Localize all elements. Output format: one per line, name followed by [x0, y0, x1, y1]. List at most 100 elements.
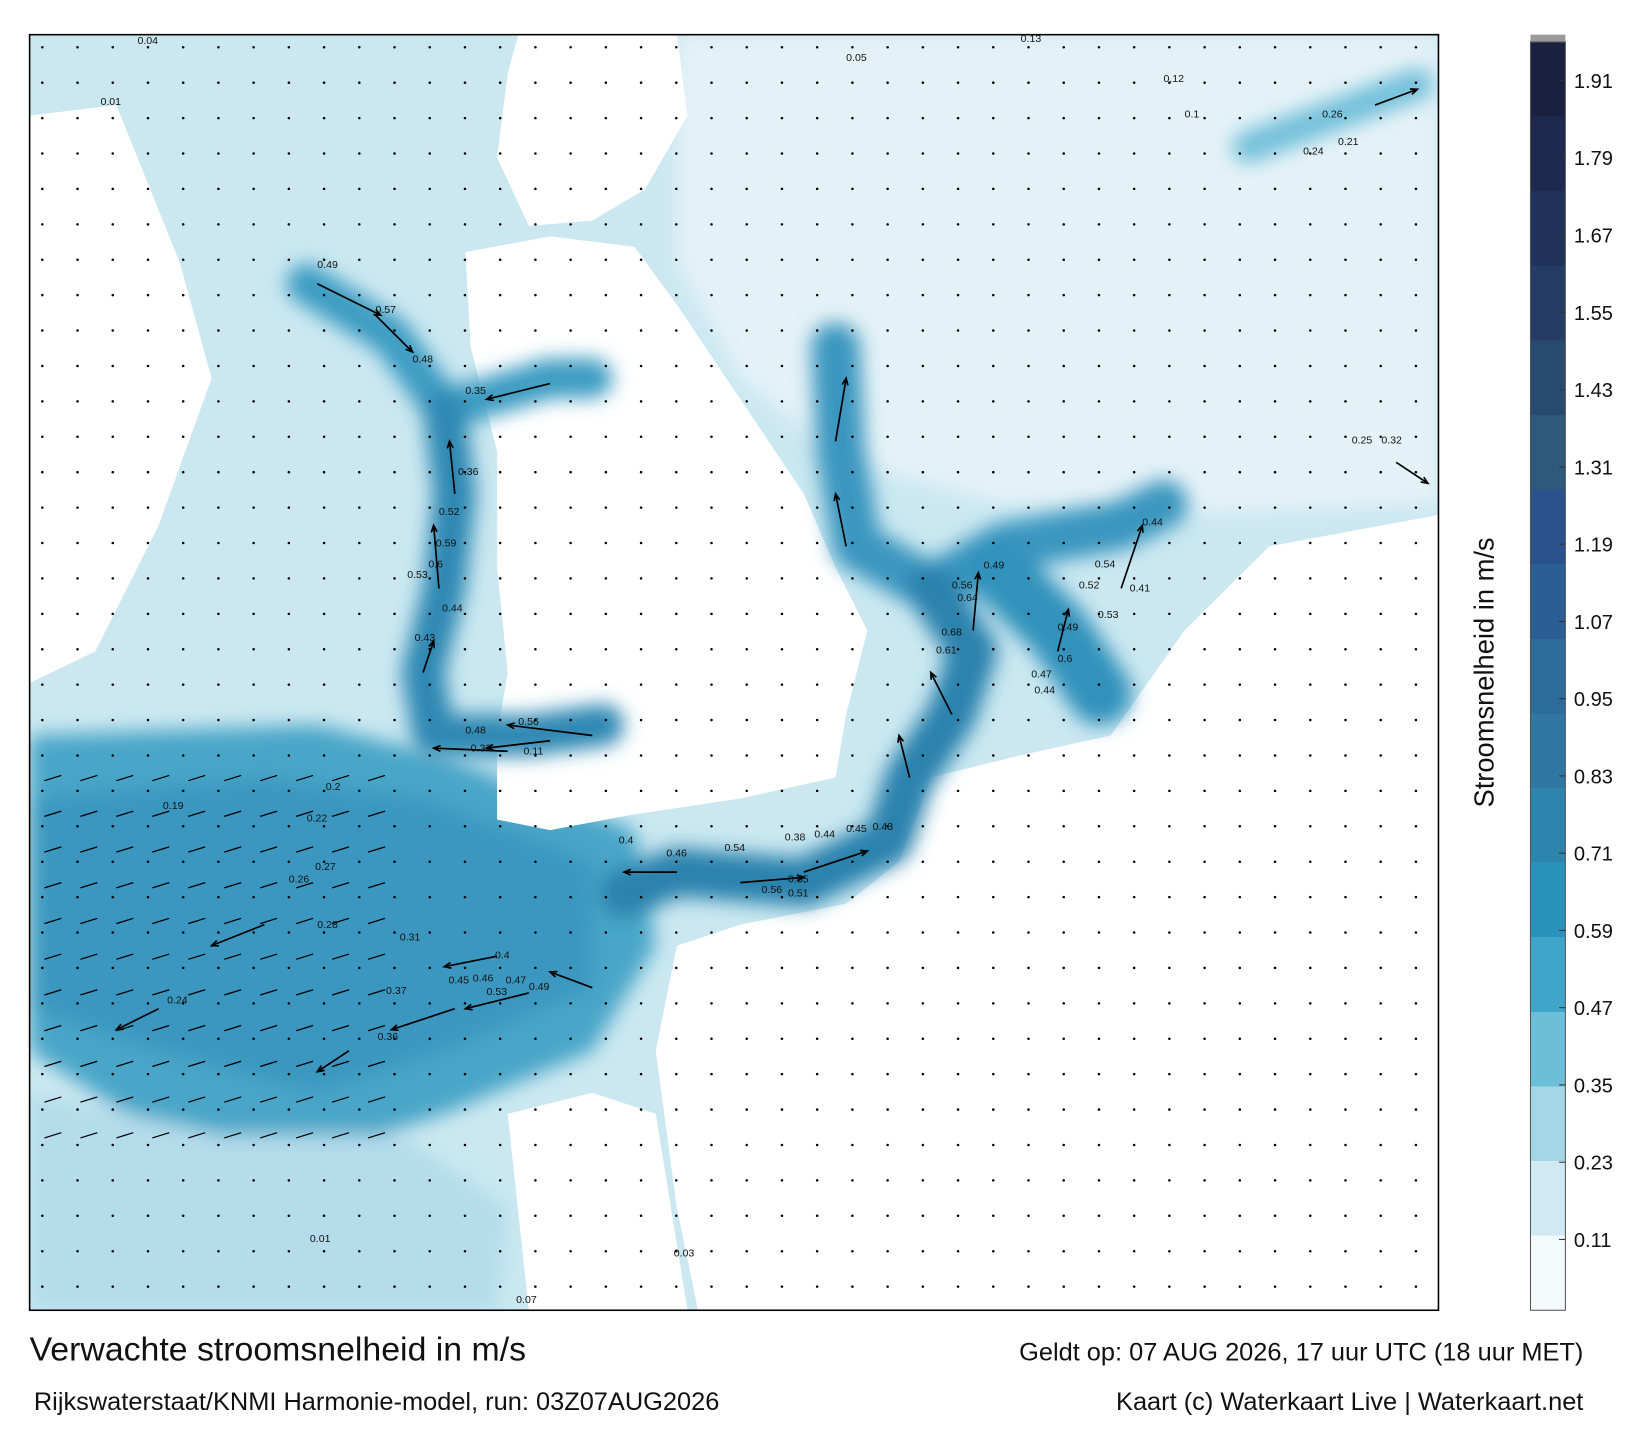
grid-dot [1344, 860, 1347, 863]
grid-dot [1097, 223, 1101, 226]
grid-dot [851, 789, 854, 793]
grid-dot [604, 1002, 608, 1005]
grid-dot [1414, 506, 1418, 509]
grid-dot [217, 435, 220, 439]
map-value-label: 0.24 [167, 994, 188, 1006]
grid-dot [1238, 718, 1242, 722]
grid-dot [1238, 1108, 1242, 1111]
grid-dot [1309, 1143, 1312, 1147]
grid-dot [1203, 46, 1206, 49]
grid-dot [851, 152, 854, 155]
grid-dot [498, 1037, 502, 1041]
grid-dot [815, 1214, 819, 1218]
grid-dot [534, 931, 537, 934]
grid-dot [1309, 81, 1312, 84]
grid-dot [886, 364, 889, 368]
grid-dot [428, 223, 432, 226]
grid-dot [217, 187, 220, 191]
grid-dot [498, 825, 502, 828]
grid-dot [604, 1214, 608, 1218]
current-arrow [80, 917, 98, 925]
grid-dot [358, 81, 361, 84]
grid-dot [780, 825, 784, 828]
colorbar-cap [1530, 34, 1566, 43]
grid-dot [780, 1037, 784, 1041]
grid-dot [111, 825, 115, 828]
grid-dot [1027, 364, 1030, 368]
grid-dot [287, 223, 291, 226]
grid-dot [992, 931, 995, 934]
grid-dot [393, 46, 396, 49]
grid-dot [428, 1072, 432, 1076]
grid-dot [992, 1143, 995, 1147]
grid-dot [921, 683, 925, 686]
grid-dot [1273, 435, 1277, 439]
grid-dot [463, 966, 467, 970]
grid-dot [1273, 116, 1277, 120]
grid-dot [886, 718, 889, 722]
grid-dot [1062, 825, 1065, 828]
grid-dot [41, 1285, 44, 1288]
grid-dot [1273, 612, 1277, 616]
grid-dot [1062, 400, 1065, 403]
grid-dot [1203, 293, 1206, 297]
grid-dot [1344, 364, 1347, 368]
grid-dot [956, 470, 960, 474]
grid-dot [1027, 754, 1030, 757]
grid-dot [1132, 1249, 1136, 1253]
grid-dot [710, 46, 713, 49]
grid-dot [1273, 825, 1277, 828]
grid-dot [111, 1179, 115, 1182]
grid-dot [1168, 258, 1171, 261]
grid-dot [41, 789, 44, 793]
grid-dot [992, 329, 995, 332]
grid-dot [41, 541, 44, 545]
grid-dot [428, 718, 432, 722]
current-arrow [116, 774, 134, 782]
grid-dot [41, 435, 44, 439]
grid-dot [639, 1179, 643, 1182]
grid-dot [1414, 364, 1418, 368]
grid-dot [1238, 187, 1242, 191]
current-arrow [116, 1132, 134, 1139]
grid-dot [780, 470, 784, 474]
grid-dot [393, 789, 396, 793]
grid-dot [1379, 1249, 1382, 1253]
grid-dot [1027, 81, 1030, 84]
grid-dot [815, 329, 819, 332]
grid-dot [358, 931, 361, 934]
map-value-label: 0.01 [100, 96, 121, 108]
grid-dot [1203, 577, 1206, 580]
grid-dot [41, 506, 44, 509]
current-arrow [152, 1024, 170, 1032]
grid-dot [1379, 293, 1382, 297]
grid-dot [1097, 860, 1101, 863]
current-arrow [224, 1024, 242, 1032]
grid-dot [498, 1072, 502, 1076]
grid-dot [1097, 1072, 1101, 1076]
current-arrow [367, 846, 386, 853]
grid-dot [358, 718, 361, 722]
grid-dot [1027, 1285, 1030, 1288]
grid-dot [1168, 46, 1171, 49]
grid-dot [252, 400, 255, 403]
grid-dot [217, 46, 220, 49]
grid-dot [111, 754, 115, 757]
grid-dot [534, 612, 537, 616]
grid-dot [569, 860, 572, 863]
colorbar-tick-label: 1.67 [1574, 226, 1613, 248]
grid-dot [604, 1285, 608, 1288]
grid-dot [1097, 1179, 1101, 1182]
grid-dot [710, 860, 713, 863]
grid-dot [1309, 506, 1312, 509]
grid-dot [217, 506, 220, 509]
grid-dot [1414, 718, 1418, 722]
grid-dot [181, 46, 185, 49]
grid-dot [710, 825, 713, 828]
current-arrow [188, 882, 206, 889]
grid-dot [710, 1214, 713, 1218]
grid-dot [745, 860, 748, 863]
grid-dot [322, 46, 326, 49]
grid-dot [252, 46, 255, 49]
grid-dot [604, 293, 608, 297]
